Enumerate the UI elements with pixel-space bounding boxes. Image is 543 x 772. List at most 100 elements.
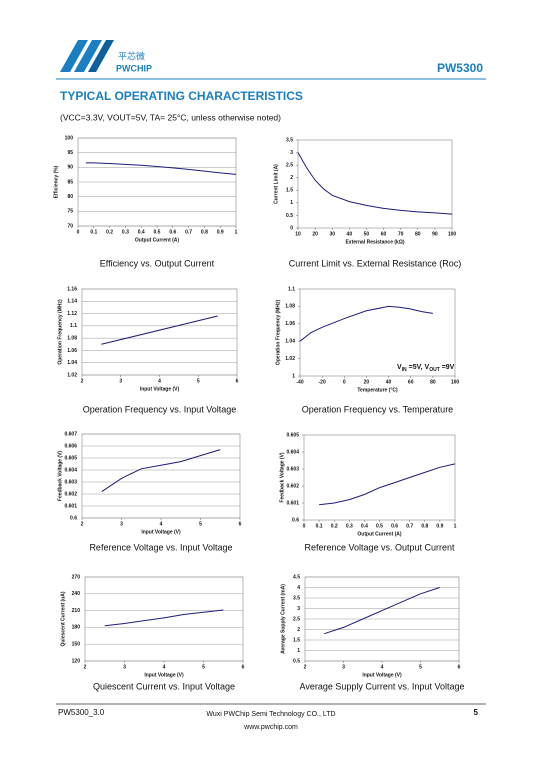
x-axis-label: Input Voltage (V) [141,529,181,535]
x-axis-label: Output Current (A) [135,237,179,243]
y-tick-label: 0.5 [293,658,300,664]
y-tick-label: 0.605 [286,432,299,438]
y-tick-label: 4.5 [293,574,300,580]
y-tick-label: 120 [72,658,81,664]
x-tick-label: -40 [296,379,303,385]
chart-caption: Current Limit vs. External Resistance (R… [289,258,462,268]
plot-frame [81,433,241,519]
x-tick-label: -20 [319,379,326,385]
x-tick-label: 2 [84,664,87,670]
section-title: TYPICAL OPERATING CHARACTERISTICS [60,89,303,103]
x-axis-label: Input Voltage (V) [362,672,402,678]
page-number: 5 [474,708,479,717]
y-tick-label: 1.14 [67,299,77,305]
data-line [101,449,221,493]
x-tick-label: 6 [242,664,245,670]
logo-en: PWCHIP [116,63,152,73]
url: www.pwchip.com [243,724,298,731]
x-tick-label: 0 [77,229,80,235]
y-tick-label: 0 [290,225,293,231]
x-tick-label: 10 [295,231,301,237]
y-tick-label: 1.12 [67,311,77,317]
x-tick-label: 50 [364,231,370,237]
x-axis-label: Input Voltage (V) [140,386,180,392]
y-tick-label: 70 [67,223,73,229]
x-tick-label: 100 [448,231,457,237]
y-tick-label: 4 [297,585,300,591]
y-axis-label: Current Limit (A) [273,164,279,204]
y-tick-label: 0.607 [64,431,77,437]
x-tick-label: 0.4 [138,229,145,235]
y-tick-label: 1.04 [67,360,77,366]
data-line [297,152,453,215]
y-tick-label: 1.1 [288,286,295,292]
y-axis-label: Feedback Voltage (V) [279,452,285,503]
y-tick-label: 0.602 [64,491,77,497]
y-tick-label: 3.5 [286,137,293,143]
data-line [104,609,224,627]
y-tick-label: 2.5 [286,162,293,168]
y-tick-label: 0.604 [64,467,77,473]
y-tick-label: 150 [72,642,81,648]
y-tick-label: 1.5 [286,188,293,194]
x-tick-label: 0.6 [169,229,176,235]
y-tick-label: 0.601 [64,503,77,509]
x-tick-label: 4 [160,521,163,527]
x-tick-label: 5 [202,664,205,670]
company: Wuxi PWChip Semi Technology CO., LTD [206,711,335,718]
y-tick-label: 3.5 [293,595,300,601]
y-tick-label: 0.603 [64,479,77,485]
x-tick-label: 0.1 [90,229,97,235]
y-tick-label: 1 [290,200,293,206]
x-tick-label: 2 [81,378,84,384]
y-tick-label: 1.02 [67,372,77,378]
y-axis-label: Average Supply Current (mA) [280,584,286,654]
x-axis-label: Output Current (A) [357,531,401,537]
x-tick-label: 0.3 [122,229,129,235]
y-tick-label: 0.6 [70,515,77,521]
x-tick-label: 1 [454,523,457,529]
conditions: (VCC=3.3V, VOUT=5V, TA= 25°C, unless oth… [60,112,281,122]
x-tick-label: 0.2 [106,229,113,235]
x-tick-label: 40 [347,231,353,237]
x-tick-label: 3 [119,378,122,384]
y-tick-label: 0.604 [286,449,299,455]
chart-caption: Quiescent Current vs. Input Voltage [93,681,235,691]
y-tick-label: 1.06 [67,348,77,354]
x-tick-label: 6 [236,378,239,384]
annotation: VIN =5V, VOUT =9V [397,364,455,373]
x-tick-label: 80 [415,231,421,237]
x-tick-label: 3 [123,664,126,670]
x-tick-label: 4 [158,378,161,384]
y-tick-label: 1.02 [285,356,295,362]
part-number: PW5300 [437,61,483,75]
x-axis-label: External Resistance (kΩ) [345,239,404,245]
annotation-part: =5V, V [407,364,430,371]
y-axis-label: Operation Frequency (MHz) [275,300,281,366]
y-tick-label: 0.6 [292,517,299,523]
x-tick-label: 3 [342,664,345,670]
plot-frame [299,288,456,377]
x-tick-label: 60 [381,231,387,237]
logo [60,40,114,72]
annotation-part: V [397,364,402,371]
x-tick-label: 0.1 [316,523,323,529]
x-tick-label: 0.9 [217,229,224,235]
plot-frame [297,139,453,229]
chart-caption: Operation Frequency vs. Temperature [302,404,453,414]
x-tick-label: 0.7 [406,523,413,529]
x-tick-label: 0.6 [391,523,398,529]
y-tick-label: 75 [67,209,73,215]
x-tick-label: 30 [329,231,335,237]
y-tick-label: 1.5 [293,637,300,643]
x-tick-label: 0.3 [346,523,353,529]
data-line [85,162,237,175]
y-tick-label: 0.606 [64,443,77,449]
plot-frame [303,434,456,521]
y-tick-label: 2 [290,175,293,181]
annotation-part: =9V [440,364,455,371]
y-axis-label: Quiescent Current (uA) [60,591,66,646]
y-tick-label: 1.1 [70,323,77,329]
x-tick-label: 0 [303,523,306,529]
